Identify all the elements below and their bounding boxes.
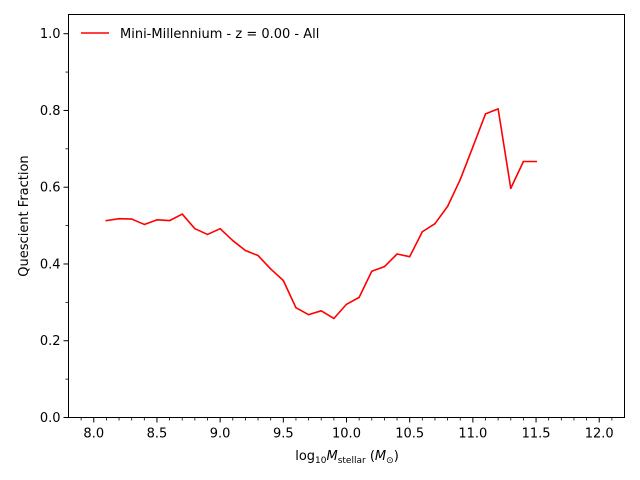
x-tick-label: 9.5 xyxy=(273,427,294,442)
x-tick-label: 11.5 xyxy=(522,427,551,442)
y-tick-label: 0.6 xyxy=(40,181,61,196)
x-tick-label: 10.5 xyxy=(395,427,424,442)
data-point xyxy=(206,233,209,236)
y-tick-label: 1.0 xyxy=(40,27,61,42)
data-point xyxy=(370,270,373,273)
data-point xyxy=(345,303,348,306)
data-point xyxy=(472,146,474,148)
data-point xyxy=(244,249,247,252)
y-tick-label: 0.0 xyxy=(40,411,61,426)
x-tick-label: 10.0 xyxy=(332,427,361,442)
x-tick-label: 8.0 xyxy=(83,427,104,442)
data-point xyxy=(396,253,398,255)
data-point xyxy=(307,313,310,316)
x-axis-label-prefix-sub: 10 xyxy=(315,456,327,466)
data-point xyxy=(194,227,196,230)
axis-ticks: 8.0 8.5 9.0 9.5 10.0 10.5 11.0 11.5 12.0 0.0 0.2 0.… xyxy=(40,27,614,441)
data-point xyxy=(282,279,285,282)
data-point xyxy=(434,222,436,225)
x-tick-label: 11.0 xyxy=(458,427,487,442)
data-point xyxy=(295,306,297,309)
data-point xyxy=(509,187,512,190)
data-point xyxy=(143,223,146,226)
x-axis-label: log10Mstellar (M⊙) xyxy=(295,449,399,466)
data-point xyxy=(484,113,487,115)
data-point xyxy=(118,217,120,220)
data-point xyxy=(156,219,158,221)
x-tick-label: 9.0 xyxy=(210,427,231,442)
data-point xyxy=(231,239,234,242)
data-point xyxy=(522,160,525,163)
legend: Mini-Millennium - z = 0.00 - All xyxy=(81,27,319,42)
data-point xyxy=(168,219,171,222)
x-tick-label: 8.5 xyxy=(147,427,168,442)
plot-area xyxy=(105,108,537,320)
y-tick-label: 0.8 xyxy=(40,104,61,119)
data-point xyxy=(497,108,499,110)
data-point xyxy=(535,160,537,163)
data-point xyxy=(408,255,411,258)
data-point xyxy=(130,218,133,220)
x-axis-label-prefix: log xyxy=(295,449,315,464)
data-point xyxy=(269,268,272,270)
data-point xyxy=(219,227,221,230)
y-axis-label: Quescient Fraction xyxy=(17,155,32,276)
x-axis-label-unit-close: ) xyxy=(394,449,399,464)
data-point xyxy=(421,230,424,233)
data-point xyxy=(181,213,184,215)
data-point xyxy=(358,296,360,299)
legend-label: Mini-Millennium - z = 0.00 - All xyxy=(120,27,319,42)
data-point xyxy=(459,178,462,181)
data-point xyxy=(446,205,449,208)
data-point xyxy=(333,317,335,320)
data-point xyxy=(383,265,386,268)
x-axis-label-var: M xyxy=(327,449,338,464)
x-axis-label-unit-sub: ⊙ xyxy=(386,456,394,466)
x-axis-label-unit-var: M xyxy=(375,449,386,464)
y-tick-label: 0.4 xyxy=(40,257,61,272)
x-axis-label-var-sub: stellar xyxy=(338,456,366,466)
y-tick-label: 0.2 xyxy=(40,334,61,349)
x-tick-label: 12.0 xyxy=(585,427,614,442)
data-point xyxy=(320,310,323,312)
data-point xyxy=(257,254,259,257)
x-axis-label-unit-open: ( xyxy=(366,449,375,464)
data-point xyxy=(105,219,108,222)
